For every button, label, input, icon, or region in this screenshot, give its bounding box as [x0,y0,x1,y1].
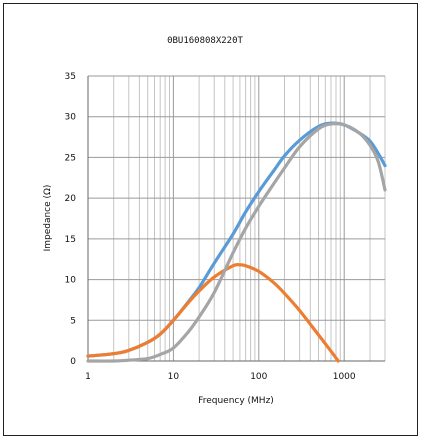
chart-title: 0BU160808X220T [167,36,243,46]
series-line-2 [86,262,340,363]
tick-labels: 1 10 100 1000 0 5 10 15 20 25 30 35 [65,72,356,382]
y-tick-label: 0 [70,357,76,367]
y-tick-label: 10 [65,276,77,286]
grid [87,75,386,362]
x-tick-label: 100 [250,372,267,382]
y-tick-label: 5 [70,316,76,326]
x-tick-label: 1000 [333,372,356,382]
y-tick-label: 15 [65,235,76,245]
x-tick-label: 10 [168,372,180,382]
series-lines [86,121,387,363]
y-tick-label: 35 [65,72,76,82]
x-tick-label: 1 [85,372,91,382]
y-tick-label: 30 [65,113,77,123]
series-line-3 [86,122,387,363]
chart-frame [3,3,418,436]
y-axis-label: Impedance (Ω) [43,185,53,252]
y-tick-label: 25 [65,153,76,163]
x-axis-label: Frequency (MHz) [198,396,274,406]
y-tick-label: 20 [65,194,77,204]
